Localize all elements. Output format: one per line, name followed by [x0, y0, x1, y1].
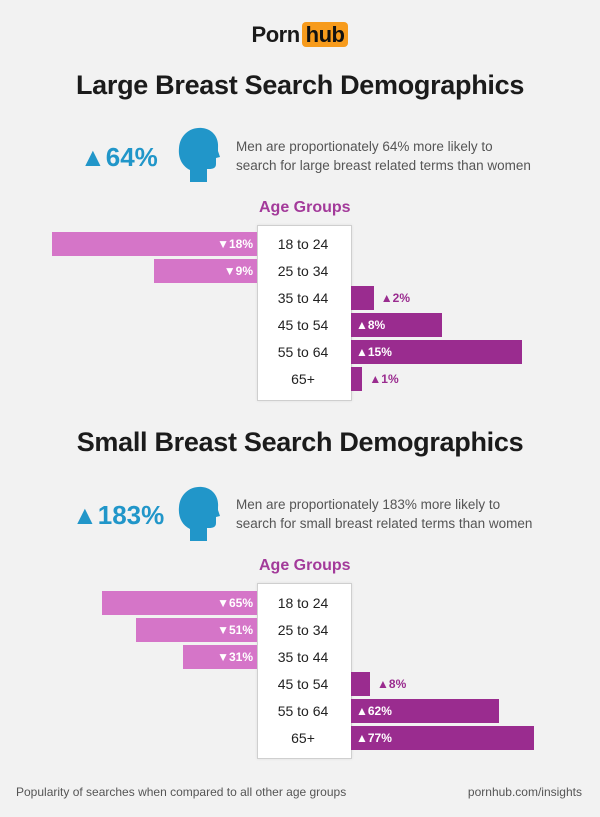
stat-description-line: Men are proportionately 183% more likely… [236, 497, 501, 512]
age-label-box [257, 583, 352, 759]
age-group-label: 18 to 24 [277, 595, 329, 611]
negative-bar [135, 618, 257, 642]
bar-value-label: ▲8% [377, 677, 407, 691]
age-group-label: 65+ [291, 730, 315, 746]
age-group-label: 45 to 54 [277, 317, 329, 333]
age-group-label: 55 to 64 [277, 703, 329, 719]
stat-description-line: Men are proportionately 64% more likely … [236, 139, 493, 154]
positive-bar [351, 672, 371, 696]
male-head-icon [178, 127, 220, 182]
positive-bar [351, 699, 499, 723]
bar-value-label: ▼31% [217, 650, 253, 664]
positive-bar [351, 726, 535, 750]
age-group-label: 25 to 34 [277, 622, 329, 638]
negative-bar [183, 645, 257, 669]
age-group-label: 25 to 34 [277, 263, 329, 279]
bar-value-label: ▲1% [369, 372, 399, 386]
bar-value-label: ▲62% [356, 704, 392, 718]
positive-bar [351, 340, 522, 364]
age-group-label: 35 to 44 [277, 290, 329, 306]
positive-bar [351, 367, 363, 391]
negative-bar [51, 232, 257, 256]
age-group-label: 45 to 54 [277, 676, 329, 692]
stat-description-small: Men are proportionately 183% more likely… [236, 495, 566, 533]
stat-description-line: search for small breast related terms th… [236, 516, 533, 531]
stat-description-line: search for large breast related terms th… [236, 158, 531, 173]
section-title-small: Small Breast Search Demographics [76, 427, 524, 457]
section-title-large: Large Breast Search Demographics [75, 70, 525, 100]
age-group-label: 55 to 64 [277, 344, 329, 360]
positive-bar [351, 313, 443, 337]
bar-value-label: ▼18% [217, 237, 253, 251]
stat-small: ▲183% [72, 500, 165, 530]
footer-url[interactable]: pornhub.com/insights [467, 785, 582, 799]
stat-large: ▲64% [80, 142, 158, 172]
age-group-label: 35 to 44 [277, 649, 329, 665]
bar-value-label: ▼65% [217, 596, 253, 610]
negative-bar [154, 259, 257, 283]
footer-note: Popularity of searches when compared to … [16, 785, 347, 799]
bar-value-label: ▼51% [217, 623, 253, 637]
bar-value-label: ▲8% [356, 318, 386, 332]
age-group-label: 18 to 24 [277, 236, 329, 252]
bar-value-label: ▲15% [356, 345, 392, 359]
bar-value-label: ▼9% [223, 264, 253, 278]
age-group-label: 65+ [291, 371, 315, 387]
age-groups-header: Age Groups [259, 557, 351, 574]
male-head-icon [178, 486, 220, 541]
negative-bar [102, 591, 257, 615]
brand-hub: hub [301, 22, 349, 47]
bar-value-label: ▲2% [380, 291, 411, 305]
age-groups-header: Age Groups [259, 199, 351, 216]
brand-logo: Porn hub [0, 22, 600, 48]
bar-value-label: ▲77% [356, 731, 392, 745]
age-label-box [257, 225, 352, 401]
stat-description-large: Men are proportionately 64% more likely … [236, 137, 566, 175]
brand-porn: Porn [251, 22, 301, 47]
positive-bar [351, 286, 374, 310]
